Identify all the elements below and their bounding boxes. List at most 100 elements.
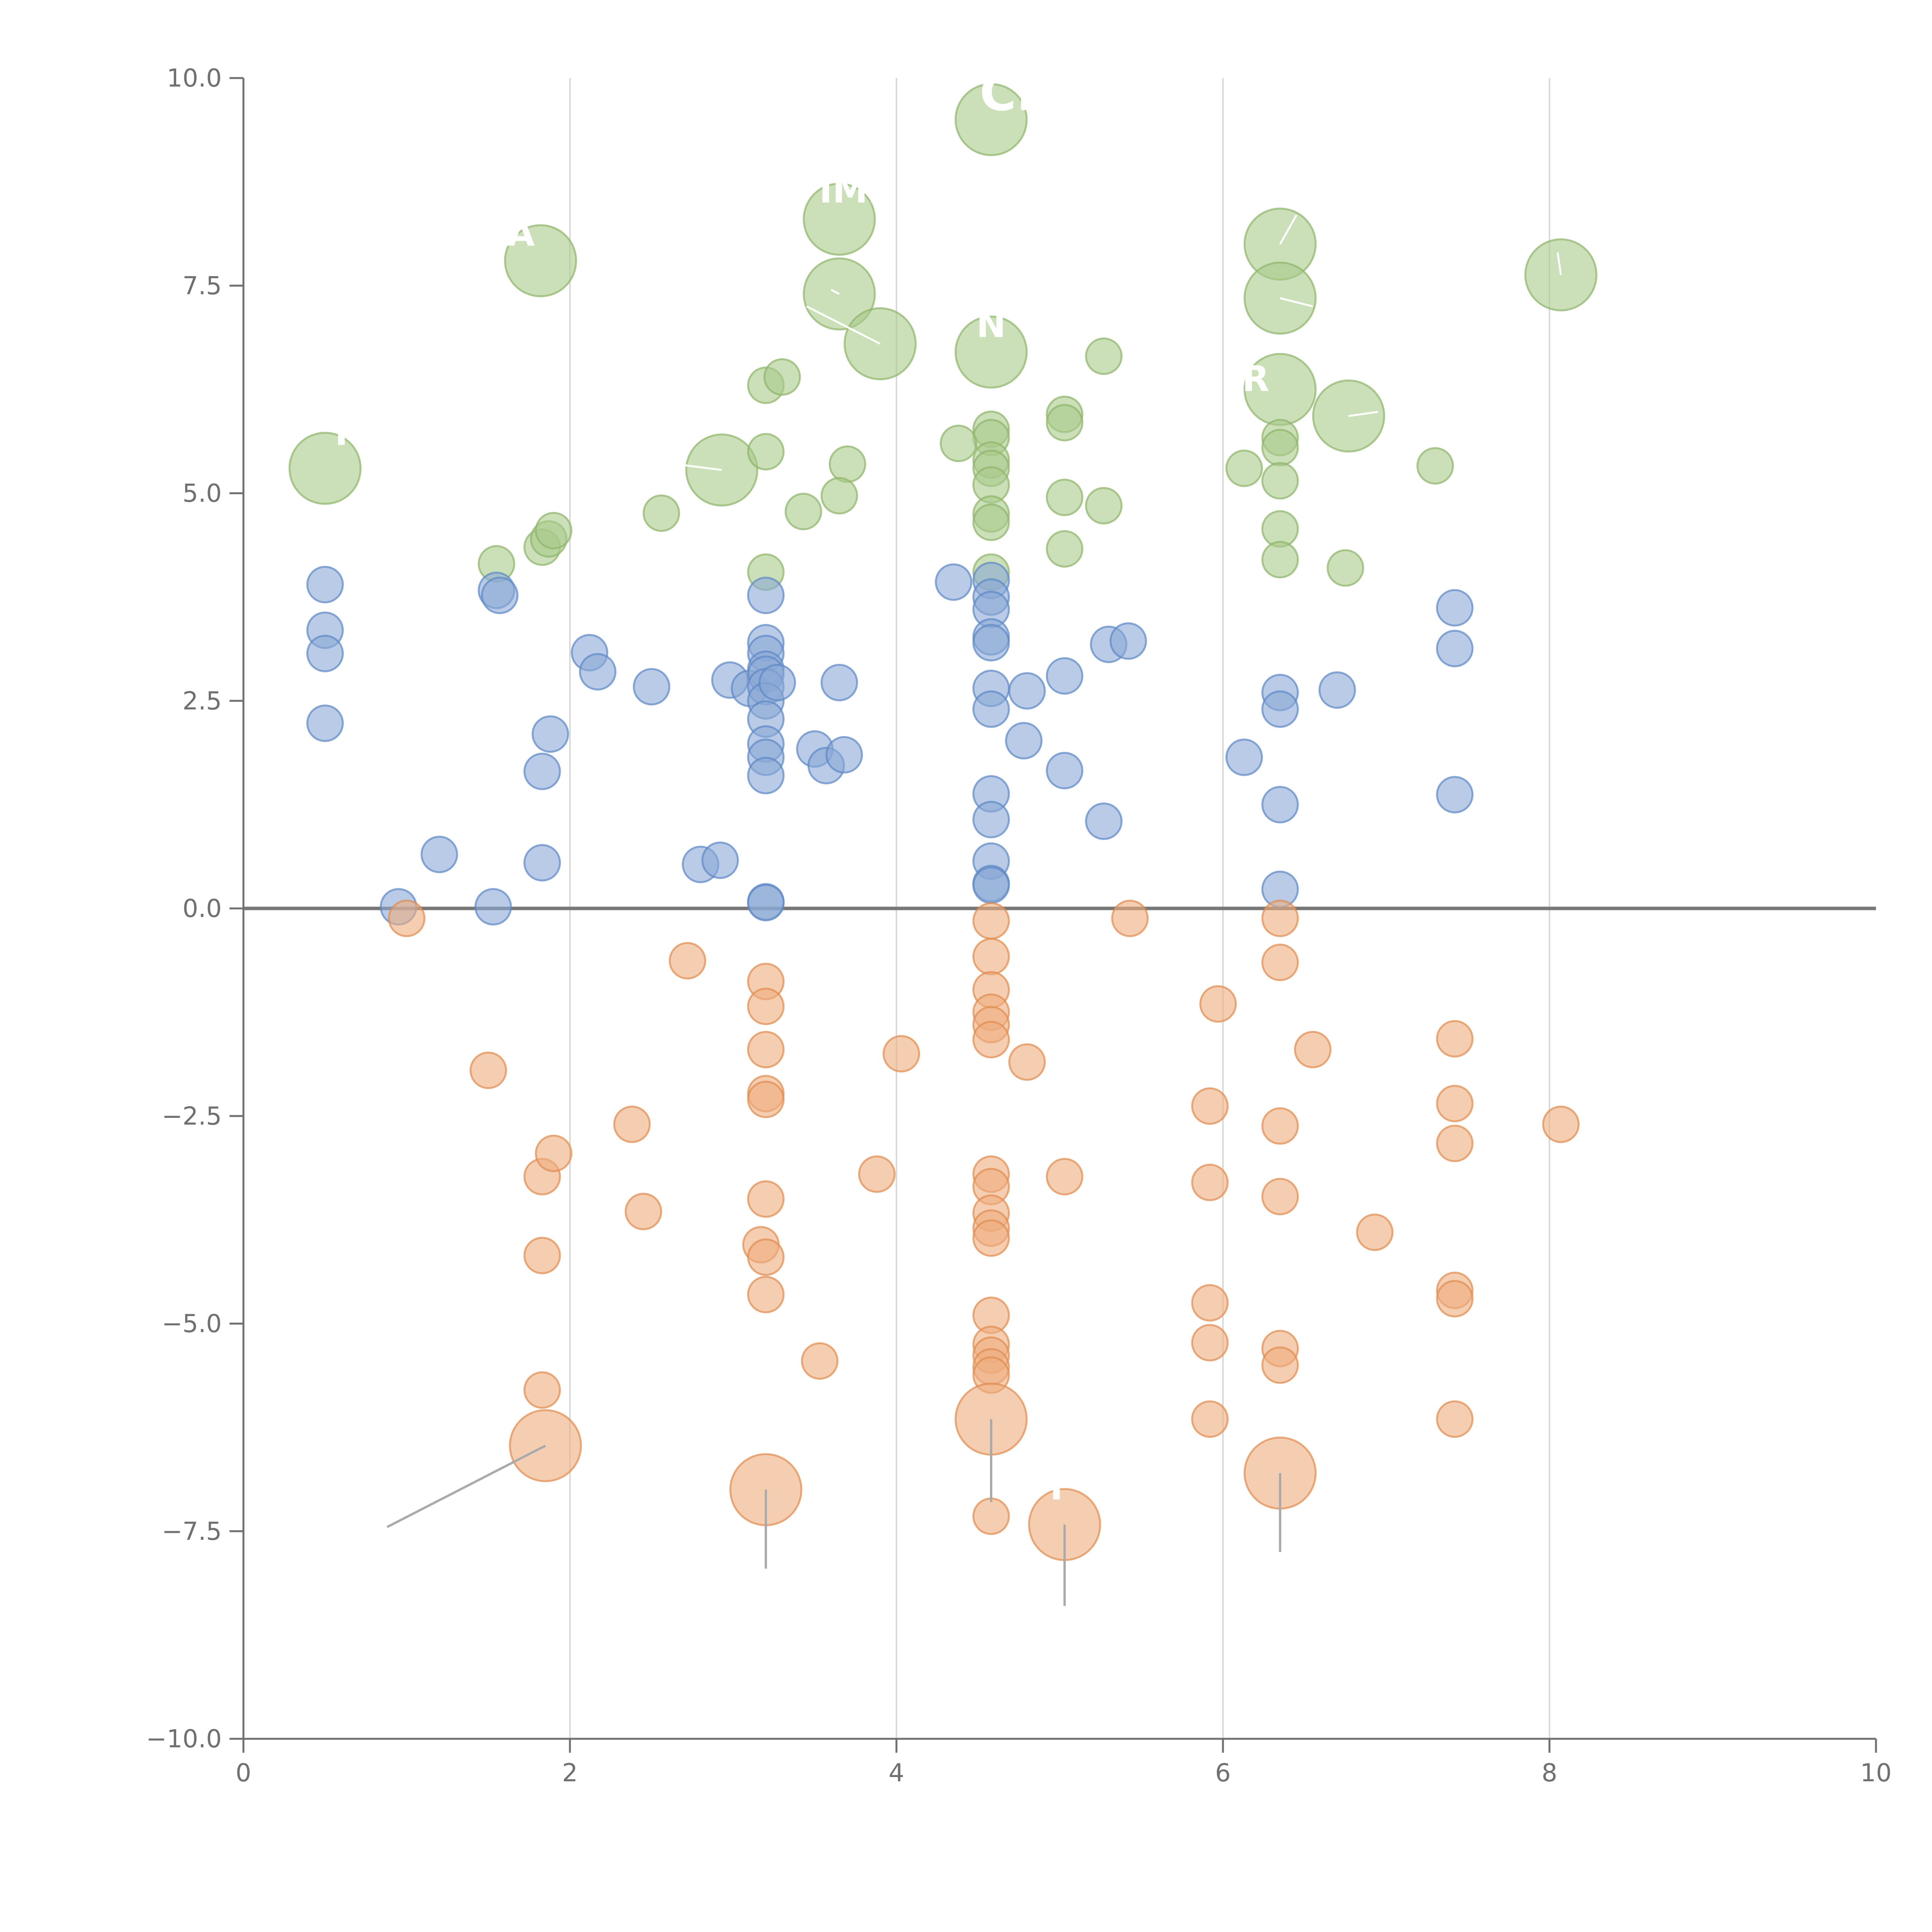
blue-bubble-2 — [306, 634, 344, 672]
blue-bubble-57 — [1225, 738, 1263, 776]
orange-bubble-6 — [613, 1105, 651, 1143]
orange-bubble-16 — [747, 1238, 785, 1276]
orange-bubble-37 — [972, 1497, 1010, 1535]
green-bubble-37 — [1046, 478, 1083, 516]
blue-bubble-62 — [1318, 671, 1356, 709]
orange-bubble-59 — [1436, 1280, 1474, 1318]
blue-bubble-7 — [579, 653, 617, 691]
orange-bubble-49 — [1261, 1107, 1299, 1145]
orange-bubble-47 — [1261, 900, 1299, 937]
green-bubble-6 — [954, 315, 1028, 389]
blue-bubble-53 — [1046, 752, 1083, 789]
green-bubble-29 — [820, 477, 858, 515]
y-tick-label-6: 5.0 — [182, 480, 222, 508]
blue-bubble-54 — [1085, 802, 1123, 840]
green-bubble-14 — [763, 358, 801, 396]
bubbles — [288, 83, 1598, 1561]
green-bubble-40 — [1225, 449, 1263, 487]
blue-bubble-0 — [306, 566, 344, 604]
orange-bubble-41 — [1199, 985, 1237, 1023]
leader-line-2 — [676, 463, 722, 471]
blue-bubble-44 — [972, 690, 1010, 728]
blue-bubble-42 — [972, 624, 1010, 662]
orange-bubble-40 — [1111, 900, 1149, 937]
bubble-label-2: A — [507, 213, 535, 254]
orange-bubble-14 — [747, 1180, 785, 1218]
x-tick-label-2: 4 — [889, 1759, 905, 1787]
blue-bubble-11 — [420, 835, 458, 873]
blue-bubble-29 — [747, 757, 785, 794]
green-bubble-1 — [504, 224, 577, 298]
green-bubble-3 — [954, 83, 1028, 156]
green-bubble-38 — [1085, 487, 1123, 525]
green-bubble-45 — [1261, 541, 1299, 578]
y-tick-label-2: −5.0 — [162, 1310, 222, 1338]
bubble-label-3: N — [976, 304, 1006, 345]
blue-bubble-12 — [523, 844, 561, 882]
green-bubble-35 — [535, 512, 573, 549]
blue-bubble-52 — [1046, 657, 1083, 695]
bubble-label-5: I — [335, 412, 348, 453]
leader-line-3 — [1279, 214, 1298, 245]
leader-line-5 — [1348, 411, 1378, 417]
y-tick-label-3: −2.5 — [162, 1102, 222, 1131]
green-bubble-27 — [747, 433, 785, 471]
blue-bubble-10 — [523, 752, 561, 790]
orange-bubble-22 — [972, 938, 1010, 976]
blue-bubble-51 — [972, 866, 1010, 904]
bubble-labels: CL IME A N R I I — [335, 63, 1269, 1508]
y-tick-label-0: −10.0 — [146, 1725, 222, 1753]
leader-line-0 — [830, 289, 840, 295]
orange-bubble-55 — [1436, 1020, 1474, 1058]
green-bubble-39 — [1046, 530, 1083, 568]
blue-bubble-9 — [531, 715, 569, 753]
orange-bubble-45 — [1191, 1324, 1229, 1362]
orange-bubble-61 — [1542, 1105, 1580, 1143]
x-tick-label-5: 10 — [1860, 1759, 1891, 1787]
blue-bubble-37 — [935, 563, 973, 601]
orange-bubble-46 — [1191, 1400, 1229, 1438]
leader-lines — [386, 214, 1562, 1606]
blue-bubble-16 — [701, 841, 739, 879]
green-bubble-43 — [1261, 462, 1299, 500]
orange-bubble-4 — [523, 1236, 561, 1274]
bubble-label-4: R — [1242, 358, 1269, 400]
blue-bubble-64 — [1436, 629, 1474, 667]
blue-bubble-8 — [633, 668, 670, 706]
blue-bubble-19 — [747, 577, 785, 614]
leader-line-6 — [1556, 252, 1562, 275]
y-tick-label-5: 2.5 — [182, 687, 222, 716]
bubble-label-6: I — [1050, 1467, 1063, 1508]
green-bubble-12 — [1524, 238, 1598, 311]
blue-bubble-65 — [1436, 776, 1474, 814]
orange-bubble-21 — [972, 902, 1010, 940]
blue-bubble-3 — [306, 704, 344, 742]
green-bubble-0 — [288, 432, 362, 505]
blue-bubble-35 — [825, 736, 863, 774]
x-tick-label-0: 0 — [236, 1759, 252, 1787]
orange-bubble-52 — [1261, 1346, 1299, 1384]
green-bubble-46 — [1327, 549, 1364, 587]
green-bubble-28 — [828, 445, 866, 483]
orange-bubble-10 — [747, 988, 785, 1026]
orange-bubble-56 — [1436, 1085, 1474, 1122]
green-bubble-15 — [1085, 337, 1123, 375]
orange-bubble-53 — [1294, 1031, 1332, 1068]
orange-bubble-18 — [801, 1342, 838, 1380]
x-tick-label-3: 6 — [1215, 1759, 1231, 1787]
orange-bubble-7 — [624, 1192, 662, 1230]
orange-bubble-17 — [747, 1276, 785, 1313]
blue-bubble-14 — [474, 888, 512, 926]
blue-bubble-63 — [1436, 589, 1474, 627]
blue-bubble-30 — [759, 663, 796, 701]
orange-bubble-11 — [747, 1031, 785, 1068]
orange-bubble-43 — [1191, 1163, 1229, 1201]
green-bubble-42 — [1261, 429, 1299, 466]
orange-bubble-39 — [1046, 1158, 1083, 1196]
blue-bubble-32 — [747, 884, 785, 922]
orange-bubble-8 — [668, 942, 706, 980]
x-tick-label-1: 2 — [562, 1759, 578, 1787]
orange-bubble-1 — [469, 1051, 507, 1089]
blue-bubble-45 — [1008, 672, 1046, 710]
